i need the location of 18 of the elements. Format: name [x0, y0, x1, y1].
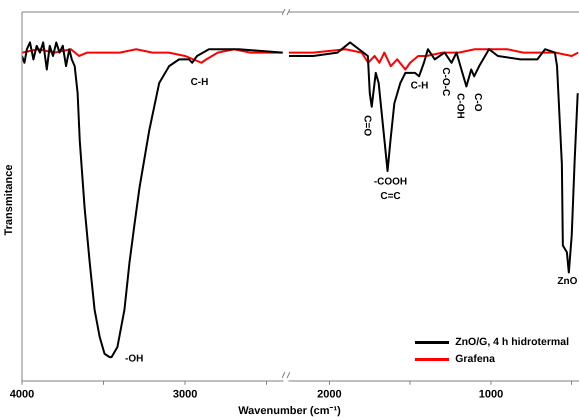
legend-label: ZnO/G, 4 h hidrotermal	[455, 335, 569, 350]
annotation: ZnO	[557, 276, 578, 287]
annotation: C-O-C	[440, 67, 451, 96]
annotation: C-OH	[454, 93, 466, 119]
annotation: C-H	[190, 76, 208, 88]
annotation: C=C	[380, 191, 401, 202]
x-tick-label: 3000	[172, 388, 198, 400]
x-tick-label: 2000	[317, 388, 342, 400]
annotation: C-O	[472, 93, 483, 112]
x-tick-label: 4000	[10, 388, 34, 400]
y-axis-title: Transmitance	[3, 164, 15, 236]
x-axis-title: Wavenumber (cm⁻¹)	[237, 404, 342, 417]
annotation: -COOH	[374, 176, 408, 188]
annotation: -OH	[125, 353, 144, 364]
legend-label: Grafena	[455, 352, 495, 367]
x-tick-label: 1000	[478, 388, 504, 400]
annotation: C=O	[362, 115, 373, 136]
annotation: C-H	[410, 80, 428, 92]
